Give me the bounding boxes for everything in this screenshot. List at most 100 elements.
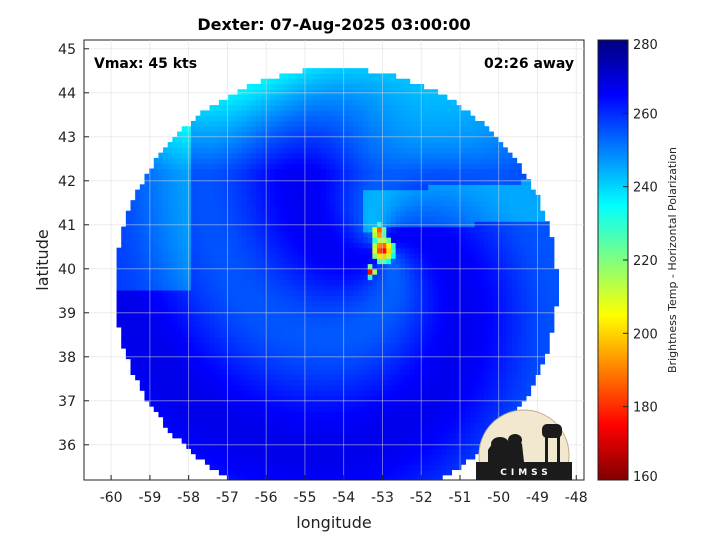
heatmap-cell [339,448,346,455]
heatmap-cell [451,379,457,386]
heatmap-cell [125,221,132,228]
heatmap-cell [358,458,364,465]
heatmap-cell [451,369,457,375]
heatmap-cell [181,131,187,138]
heatmap-cell [214,252,220,259]
heatmap-cell [442,353,448,360]
heatmap-cell [195,453,201,460]
heatmap-cell [270,474,276,480]
heatmap-cell [274,458,280,465]
heatmap-cell [409,295,415,302]
heatmap-cell [451,342,457,349]
heatmap-cell [381,448,387,455]
heatmap-cell [297,374,304,381]
heatmap-cell [228,416,234,423]
heatmap-cell [349,157,355,164]
heatmap-cell [121,305,127,312]
heatmap-cell [158,358,164,365]
heatmap-cell [181,263,187,270]
heatmap-cell [288,432,294,439]
heatmap-cell [163,221,169,228]
heatmap-cell [209,326,215,333]
heatmap-cell [139,358,146,365]
heatmap-cell [172,252,178,259]
heatmap-cell [251,242,257,249]
heatmap-cell [409,384,415,391]
heatmap-cell [200,289,206,296]
heatmap-cell [353,311,360,317]
heatmap-cell [307,279,313,286]
heatmap-cell [442,363,448,370]
heatmap-cell [395,379,401,386]
heatmap-cell [349,469,355,476]
heatmap-cell [409,353,415,360]
heatmap-cell [377,348,383,354]
heatmap-cell [307,73,313,80]
heatmap-cell [363,353,369,360]
heatmap-cell [451,263,457,270]
heatmap-cell [279,89,285,96]
heatmap-cell [307,311,313,317]
heatmap-cell [353,406,360,412]
heatmap-cell [172,221,178,228]
heatmap-cell [237,157,243,164]
heatmap-cell [335,295,341,302]
heatmap-cell [437,305,443,312]
heatmap-cell [153,353,160,360]
heatmap-cell [390,453,397,460]
heatmap-cell [349,432,355,439]
heatmap-cell [260,432,266,439]
heatmap-cell [325,284,332,291]
heatmap-cell [353,73,360,80]
heatmap-cell [428,353,434,360]
heatmap-cell [437,200,443,207]
heatmap-cell [409,263,415,270]
heatmap-cell [423,136,429,143]
heatmap-cell [437,326,443,333]
heatmap-cell [316,384,322,391]
heatmap-cell [335,221,341,228]
heatmap-cell [321,374,327,381]
heatmap-cell [297,337,304,344]
heatmap-cell [414,448,420,455]
heatmap-cell [372,437,378,444]
heatmap-cell [153,179,160,185]
heatmap-cell [386,110,392,117]
heatmap-cell [395,89,401,96]
heatmap-cell [344,136,350,143]
heatmap-cell [177,168,183,175]
heatmap-cell [242,469,248,476]
heatmap-cell [395,110,401,117]
heatmap-cell [372,284,378,291]
heatmap-cell [158,210,164,217]
heatmap-cell [265,342,271,349]
heatmap-cell [218,353,225,360]
heatmap-cell [372,89,378,96]
heatmap-cell [284,353,290,360]
heatmap-cell [153,258,160,265]
heatmap-cell [121,284,127,291]
heatmap-cell [265,274,271,280]
heatmap-cell [279,152,285,159]
heatmap-cell [237,152,243,159]
heatmap-cell [325,369,332,375]
heatmap-cell [428,406,434,412]
heatmap-cell [218,437,225,444]
heatmap-cell [311,274,318,280]
heatmap-cell [390,342,397,349]
heatmap-cell [349,152,355,159]
heatmap-cell [237,300,243,307]
heatmap-cell [381,400,387,407]
heatmap-cell [288,179,294,185]
heatmap-cell [214,120,220,127]
heatmap-cell [390,448,397,455]
heatmap-cell [395,231,401,238]
heatmap-cell [446,321,453,328]
heatmap-cell [358,342,364,349]
heatmap-cell [325,469,332,476]
heatmap-cell [204,189,211,196]
heatmap-cell [135,226,141,233]
heatmap-cell [400,390,406,397]
heatmap-cell [386,147,392,154]
heatmap-cell [358,443,364,449]
